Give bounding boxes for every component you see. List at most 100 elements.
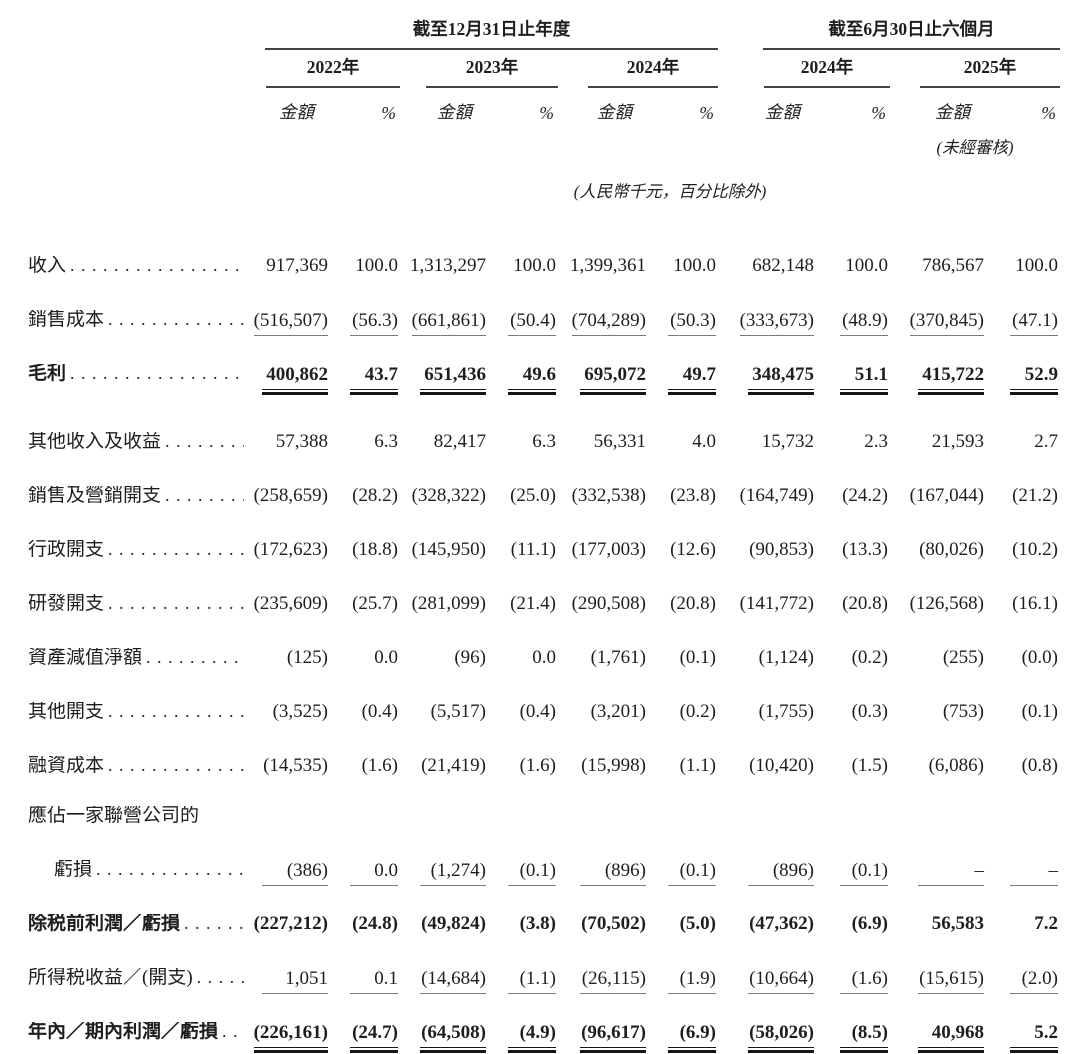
cell-value: (11.1) (510, 539, 556, 561)
table-row: 所得税收益／(開支) 1,051 0.1 (14,684) (1.1) (26,115) (… (20, 946, 1060, 1000)
percent-cell: (0.2) (816, 626, 890, 680)
cell-value: 15,732 (761, 431, 814, 453)
year-header-2023: 2023年 (400, 50, 558, 88)
cell-value: (3,201) (590, 701, 646, 723)
cell-value: 43.7 (350, 364, 398, 395)
amount-cell: (281,099) (400, 572, 488, 626)
percent-cell: (16.1) (986, 572, 1060, 626)
percent-cell: (0.1) (816, 838, 890, 892)
unaudited-note-row: (未經審核) (20, 128, 1060, 160)
cell-value: 57,388 (275, 431, 328, 453)
period-header-annual-label: 截至12月31日止年度 (265, 16, 718, 50)
amount-cell: 15,732 (718, 410, 816, 464)
percent-cell: (25.7) (330, 572, 400, 626)
dot-leader (197, 968, 244, 988)
percent-cell: (3.8) (488, 892, 558, 946)
amount-cell: (1,124) (718, 626, 816, 680)
cell-value: (28.2) (352, 485, 398, 507)
cell-value: (3.8) (519, 913, 556, 935)
spacer-cell (20, 128, 890, 160)
row-label: 毛利 (20, 342, 250, 410)
cell-value: (896) (748, 860, 814, 886)
percent-cell: (23.8) (648, 464, 718, 518)
amount-cell: (386) (250, 838, 330, 892)
cell-value: (14,535) (263, 755, 328, 777)
cell-value: 917,369 (266, 255, 328, 277)
amount-cell: (26,115) (558, 946, 648, 1000)
cell-value: 6.3 (532, 431, 556, 453)
spacer-cell (20, 160, 250, 206)
table-body: 收入 917,369 100.0 1,313,297 100.0 1,399,361 100… (20, 206, 1060, 1054)
spacer-cell (20, 16, 250, 50)
amount-cell: (3,525) (250, 680, 330, 734)
cell-value: 52.9 (1010, 364, 1058, 395)
row-label: 虧損 (20, 838, 250, 892)
cell-value: 651,436 (420, 364, 486, 395)
percent-cell: (56.3) (330, 288, 400, 342)
cell-value: (177,003) (571, 539, 646, 561)
cell-value: (281,099) (411, 593, 486, 615)
amount-cell: (10,664) (718, 946, 816, 1000)
cell-value: (226,161) (253, 1022, 329, 1053)
row-label-text: 收入 (28, 256, 67, 277)
amount-cell (558, 788, 648, 838)
year-header-2024: 2024年 (558, 50, 718, 88)
amount-column-header: 金額 (765, 102, 800, 122)
percent-cell: (25.0) (488, 464, 558, 518)
amount-cell: (235,609) (250, 572, 330, 626)
cell-value: (56.3) (350, 310, 398, 336)
cell-value: (704,289) (571, 310, 646, 336)
row-label-text: 融資成本 (28, 756, 105, 777)
table-row: 資產減值淨額 (125) 0.0 (96) 0.0 (1,761) (0.1) (1,124)… (20, 626, 1060, 680)
row-label: 應佔一家聯營公司的 (20, 788, 250, 838)
cell-value: (4.9) (508, 1022, 556, 1053)
percent-cell: (20.8) (648, 572, 718, 626)
year-header-row: 2022年 2023年 2024年 2024年 2025年 (20, 50, 1060, 88)
cell-value: (15,998) (581, 755, 646, 777)
percent-cell: (24.7) (330, 1000, 400, 1054)
financial-summary-table: 截至12月31日止年度 截至6月30日止六個月 2022年 2023年 2024… (20, 16, 1060, 1054)
amount-cell: (58,026) (718, 1000, 816, 1054)
cell-value: (48.9) (840, 310, 888, 336)
percent-cell: 0.1 (330, 946, 400, 1000)
cell-value: (26,115) (580, 968, 646, 994)
cell-value: (516,507) (253, 310, 328, 336)
cell-value: (24.2) (842, 485, 888, 507)
dot-leader (108, 756, 244, 776)
amount-cell: – (890, 838, 986, 892)
amount-cell: 21,593 (890, 410, 986, 464)
cell-value: 56,331 (593, 431, 646, 453)
cell-value: (58,026) (748, 1022, 814, 1053)
row-label-text: 虧損 (54, 860, 93, 881)
percent-cell: 4.0 (648, 410, 718, 464)
amount-cell: 917,369 (250, 206, 330, 288)
percent-cell: (48.9) (816, 288, 890, 342)
table-row: 其他收入及收益 57,388 6.3 82,417 6.3 56,331 4.0 15,732… (20, 410, 1060, 464)
percent-cell: (0.2) (648, 680, 718, 734)
amount-cell: (15,615) (890, 946, 986, 1000)
amount-cell: 786,567 (890, 206, 986, 288)
table-row: 虧損 (386) 0.0 (1,274) (0.1) (896) (0.1) (896) (0.… (20, 838, 1060, 892)
amount-cell: (10,420) (718, 734, 816, 788)
cell-value: (70,502) (581, 913, 646, 935)
percent-cell: 2.3 (816, 410, 890, 464)
percent-column-header: % (539, 103, 554, 123)
row-label-text: 年內／期內利潤／虧損 (28, 1022, 219, 1043)
unit-note: (人民幣千元，百分比除外) (573, 182, 767, 201)
cell-value: 415,722 (918, 364, 984, 395)
amount-cell: (332,538) (558, 464, 648, 518)
period-header-row: 截至12月31日止年度 截至6月30日止六個月 (20, 16, 1060, 50)
row-label: 銷售及營銷開支 (20, 464, 250, 518)
amount-column-header: 金額 (437, 102, 472, 122)
percent-cell: (47.1) (986, 288, 1060, 342)
cell-value: (172,623) (253, 539, 328, 561)
column-header-row: 金額 % 金額 % 金額 % 金額 % 金額 % (20, 88, 1060, 128)
amount-column-header: 金額 (279, 102, 314, 122)
percent-cell: 6.3 (330, 410, 400, 464)
row-label-text: 其他開支 (28, 702, 105, 723)
cell-value: (14,684) (420, 968, 486, 994)
percent-cell: (24.2) (816, 464, 890, 518)
dot-leader (108, 702, 244, 722)
cell-value: (13.3) (842, 539, 888, 561)
percent-cell: 43.7 (330, 342, 400, 410)
